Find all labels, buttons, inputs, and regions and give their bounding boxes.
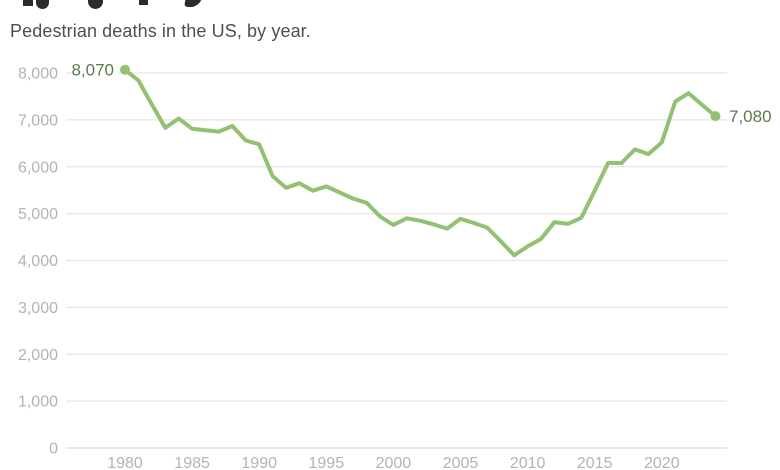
first-point-marker [120,64,130,75]
first-point-value-label: 8,070 [71,61,114,80]
data-series-line [123,67,718,258]
y-tick-label: 8,000 [18,66,58,83]
chart-subtitle: Pedestrian deaths in the US, by year. [10,21,311,41]
y-tick-label: 4,000 [18,253,58,270]
x-tick-label: 2010 [510,455,546,470]
y-tick-label: 6,000 [18,159,58,176]
headline-glyph-fragment [23,0,33,6]
x-tick-label: 1995 [309,455,345,470]
y-tick-label: 0 [49,441,58,458]
headline-glyph-fragment [36,0,49,9]
headline-glyph-fragment [139,0,148,5]
cropped-headline-fragment [0,0,780,9]
headline-glyph-fragment [88,0,103,9]
last-point-marker [710,111,721,122]
x-tick-label: 1980 [107,455,143,470]
label-mask [72,61,118,80]
x-tick-label: 2015 [577,455,613,470]
x-tick-label: 2020 [644,455,680,470]
x-tick-label: 1990 [241,455,277,470]
last-point-value-label: 7,080 [729,107,772,126]
y-tick-label: 3,000 [18,300,58,317]
y-tick-label: 1,000 [18,394,58,411]
x-tick-label: 2000 [376,455,412,470]
x-tick-label: 2005 [443,455,479,470]
y-tick-label: 7,000 [18,112,58,129]
y-tick-label: 2,000 [18,347,58,364]
x-tick-label: 1985 [174,455,210,470]
y-tick-label: 5,000 [18,206,58,223]
